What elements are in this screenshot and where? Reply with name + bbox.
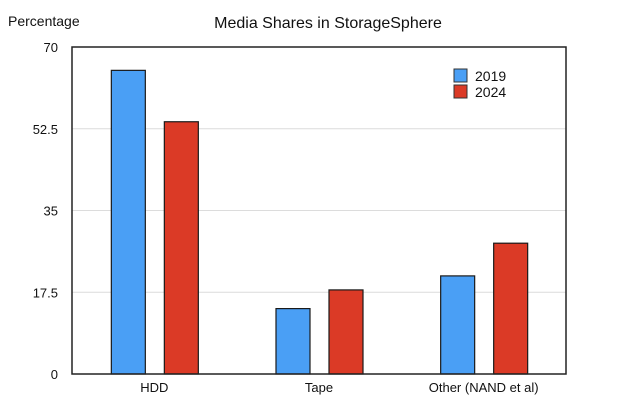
legend-label: 2019 bbox=[475, 68, 506, 84]
legend-swatch bbox=[453, 68, 468, 83]
x-tick-label: Tape bbox=[305, 380, 333, 395]
y-axis-label: Percentage bbox=[8, 13, 80, 29]
y-tick-label: 70 bbox=[44, 40, 58, 55]
y-tick-label: 35 bbox=[44, 204, 58, 219]
y-tick-label: 17.5 bbox=[33, 285, 58, 300]
bar-2019-tape bbox=[275, 308, 311, 375]
x-tick-label: Other (NAND et al) bbox=[429, 380, 539, 395]
bar-2024-other-nand-et-al- bbox=[493, 242, 529, 375]
chart-title: Media Shares in StorageSphere bbox=[214, 15, 442, 32]
legend-label: 2024 bbox=[475, 84, 506, 100]
plot-frame bbox=[71, 46, 567, 375]
y-tick-label: 0 bbox=[51, 367, 58, 382]
bar-2024-tape bbox=[328, 289, 364, 375]
legend-swatch bbox=[453, 84, 468, 99]
x-tick-label: HDD bbox=[140, 380, 168, 395]
bar-2024-hdd bbox=[163, 121, 199, 375]
bar-2019-other-nand-et-al- bbox=[440, 275, 476, 375]
y-tick-label: 52.5 bbox=[33, 122, 58, 137]
bar-2019-hdd bbox=[110, 69, 146, 375]
